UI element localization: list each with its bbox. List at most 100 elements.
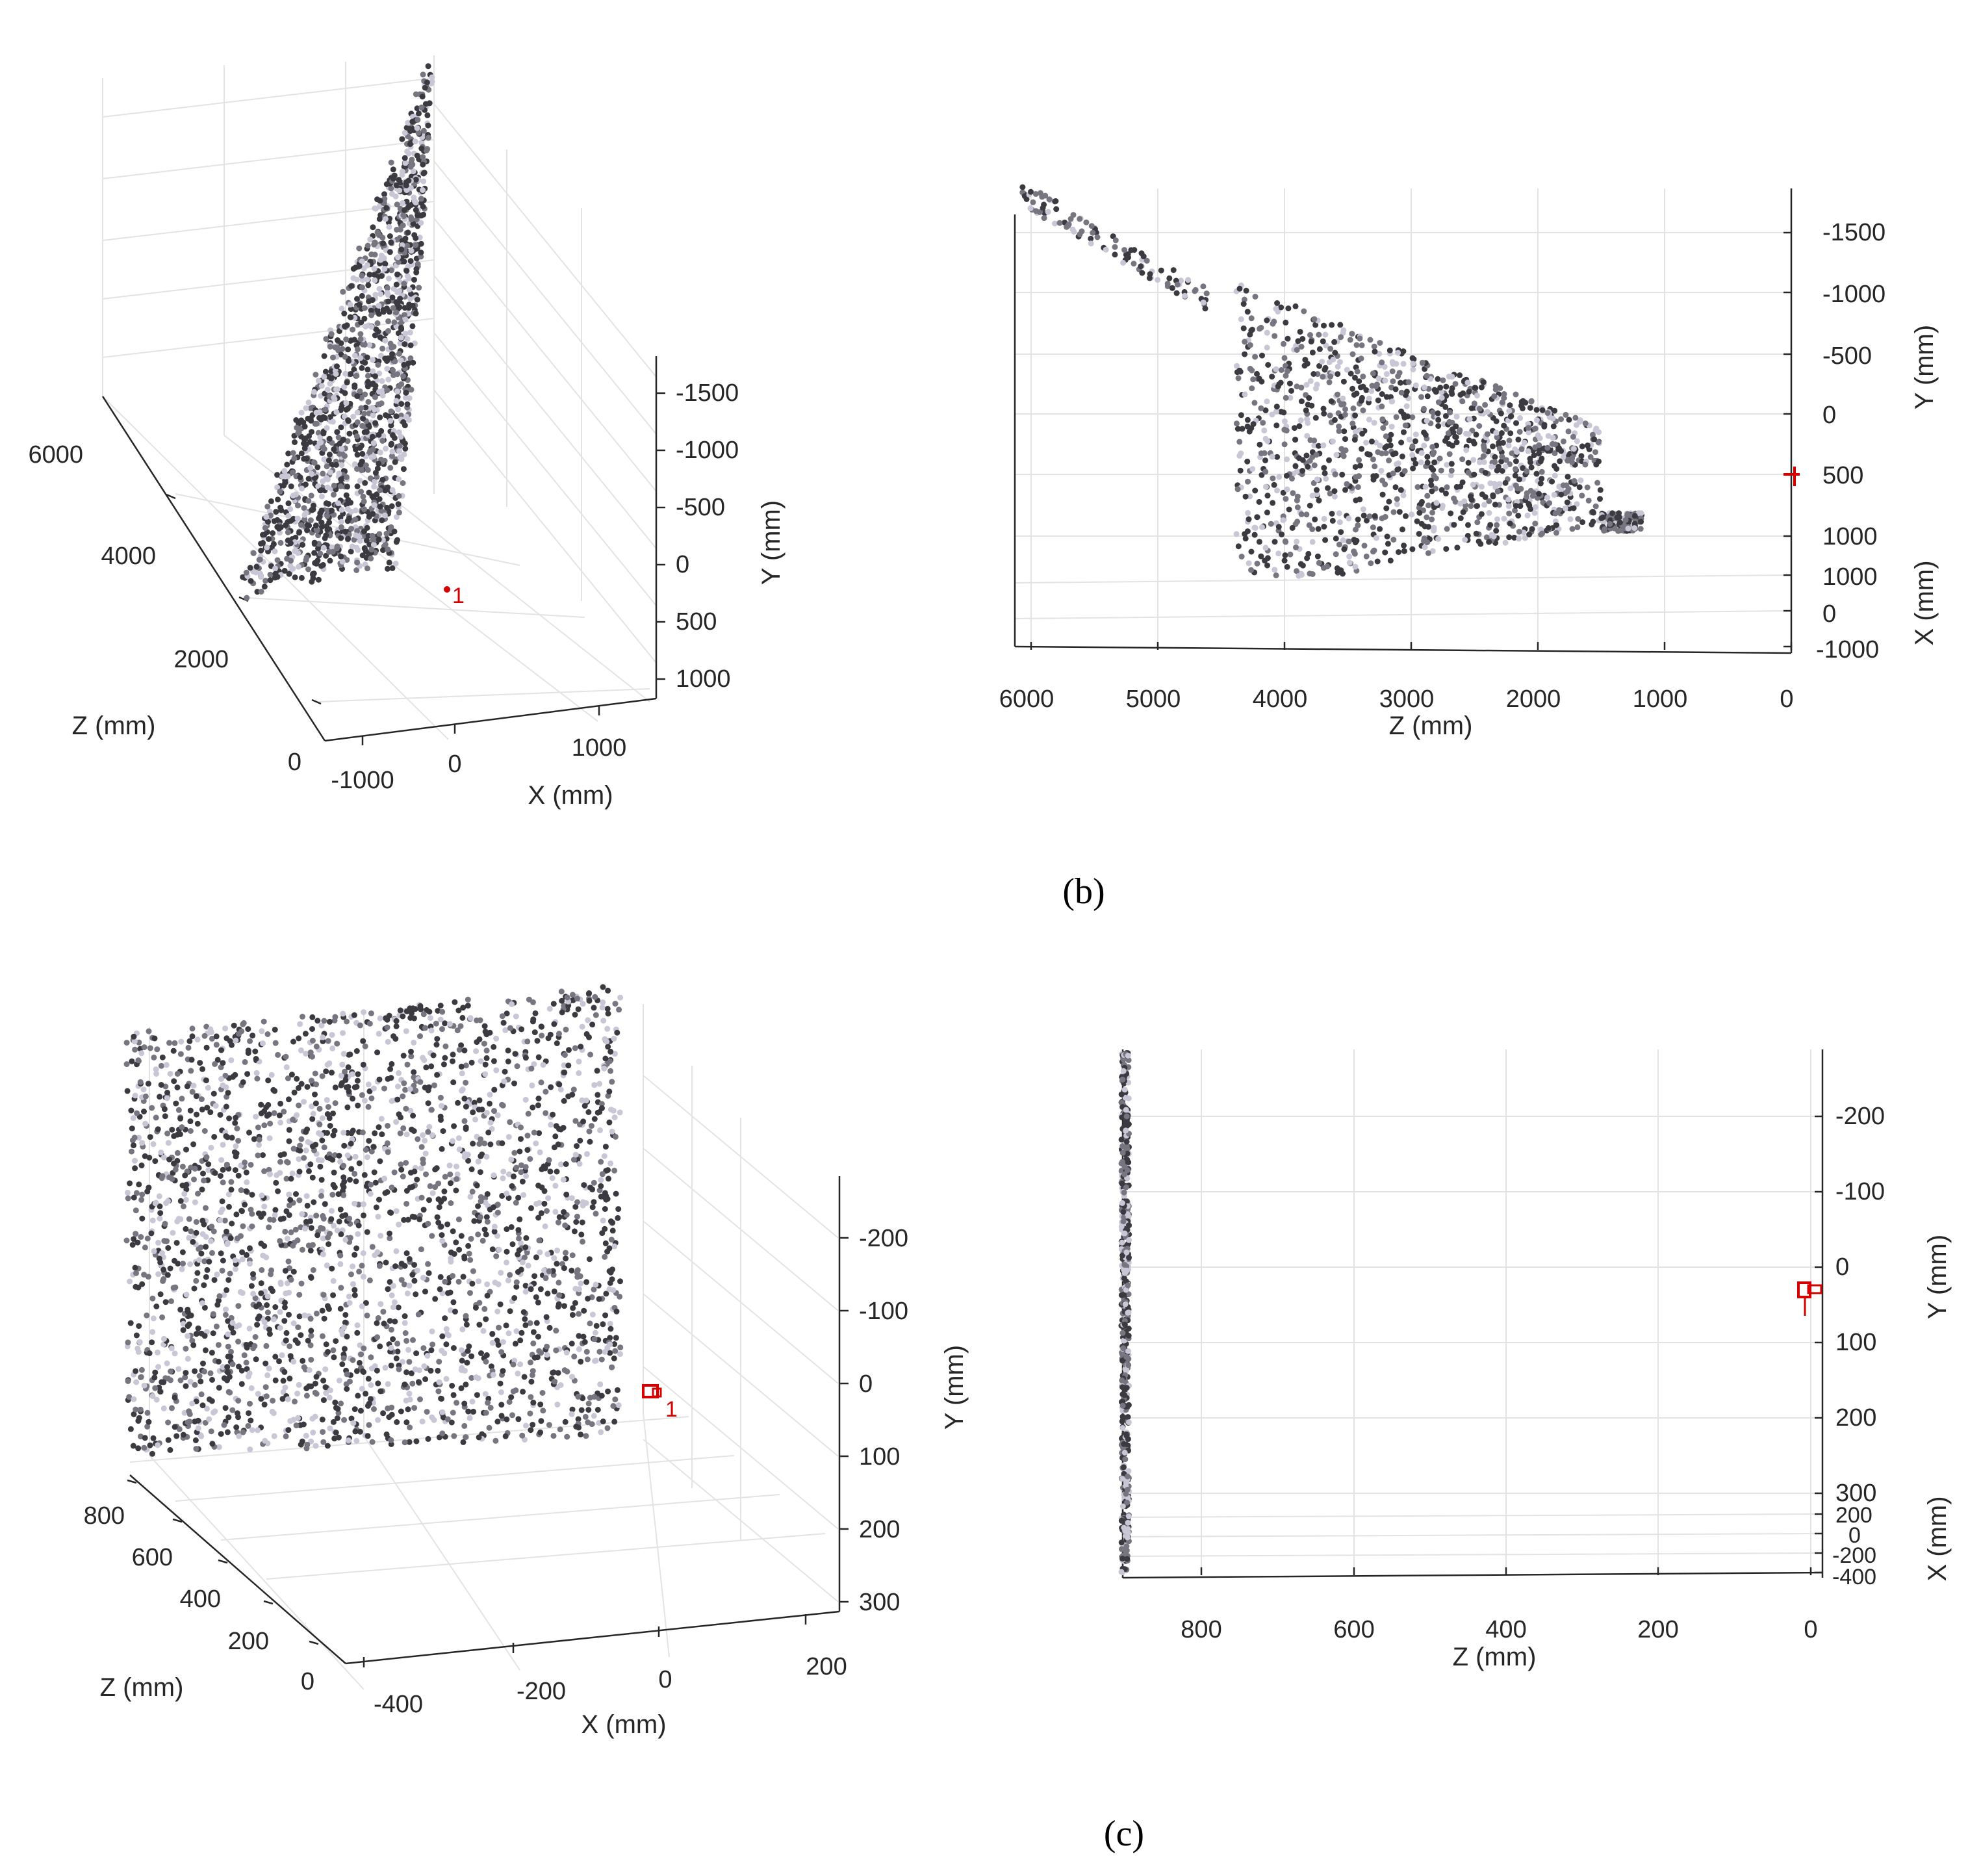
data-point	[214, 1271, 220, 1278]
data-point	[339, 558, 346, 565]
data-point	[344, 379, 350, 386]
data-point	[1473, 530, 1479, 537]
data-point	[497, 1380, 504, 1387]
data-point	[1444, 461, 1450, 468]
data-point	[1251, 524, 1258, 531]
data-point	[1472, 385, 1479, 391]
data-point	[313, 420, 320, 427]
data-point	[450, 1273, 456, 1279]
data-point	[1532, 504, 1539, 510]
data-point	[191, 1285, 198, 1292]
data-point	[1336, 359, 1343, 365]
data-point	[300, 541, 306, 548]
data-point	[583, 1279, 590, 1285]
data-point	[562, 1419, 569, 1425]
data-point	[342, 1077, 349, 1083]
data-point	[1359, 394, 1365, 401]
data-point	[324, 513, 331, 519]
data-point	[1346, 553, 1353, 559]
data-point	[364, 242, 371, 249]
data-point	[336, 470, 342, 477]
data-point	[1557, 458, 1563, 465]
data-point	[1394, 461, 1400, 467]
data-point	[423, 1171, 429, 1177]
data-point	[374, 1334, 381, 1341]
data-point	[402, 1320, 408, 1326]
z-axis-line	[1014, 645, 1792, 654]
data-point	[1284, 486, 1290, 493]
data-point	[328, 331, 335, 337]
data-point	[146, 1185, 152, 1191]
data-point	[403, 389, 409, 396]
data-point	[379, 345, 386, 352]
data-point	[277, 1120, 284, 1125]
data-point	[458, 1233, 465, 1239]
data-point	[320, 1397, 327, 1404]
data-point	[413, 176, 419, 183]
data-point	[1524, 494, 1529, 500]
data-point	[342, 370, 349, 377]
data-point	[1242, 339, 1248, 345]
data-point	[384, 1024, 390, 1031]
data-point	[392, 1318, 398, 1325]
data-point	[1294, 497, 1300, 504]
data-point	[412, 138, 418, 145]
data-point	[1419, 359, 1425, 366]
data-point	[380, 547, 386, 554]
data-point	[324, 484, 331, 491]
data-point	[1271, 482, 1277, 488]
data-point	[266, 1111, 272, 1118]
data-point	[1515, 513, 1522, 519]
data-point	[247, 1245, 253, 1252]
data-point	[1103, 246, 1109, 253]
data-point	[1278, 367, 1284, 373]
data-point	[415, 1379, 422, 1385]
data-point	[350, 1127, 356, 1134]
chart-b-3d-camera-marker: 1	[444, 584, 465, 608]
data-point	[323, 1341, 329, 1348]
data-point	[149, 1329, 156, 1335]
data-point	[1585, 443, 1591, 448]
data-point	[407, 128, 413, 135]
data-point	[611, 1419, 618, 1425]
data-point	[339, 305, 345, 312]
data-point	[232, 1167, 238, 1174]
data-point	[600, 1321, 606, 1328]
grid-line	[266, 1533, 826, 1580]
data-point	[1342, 411, 1348, 418]
data-point	[612, 1133, 619, 1140]
data-point	[357, 537, 363, 544]
data-point	[1443, 383, 1450, 390]
data-point	[596, 1081, 603, 1087]
data-point	[1247, 331, 1253, 338]
data-point	[1433, 500, 1440, 506]
data-point	[1579, 519, 1586, 526]
data-point	[351, 382, 358, 389]
data-point	[1256, 539, 1262, 545]
data-point	[1312, 516, 1318, 522]
data-point	[327, 344, 333, 350]
data-point	[339, 462, 345, 469]
data-point	[1400, 361, 1407, 367]
data-point	[267, 577, 274, 584]
data-point	[395, 254, 402, 261]
data-point	[406, 395, 413, 402]
data-point	[1260, 420, 1266, 426]
data-point	[522, 1254, 528, 1261]
data-point	[321, 1315, 327, 1322]
data-point	[385, 565, 390, 572]
data-point	[1287, 551, 1294, 558]
data-point	[367, 475, 374, 482]
data-point	[1552, 510, 1559, 517]
data-point	[351, 337, 357, 343]
data-point	[611, 1243, 618, 1250]
data-point	[363, 404, 369, 411]
data-point	[1494, 516, 1500, 522]
data-point	[1299, 468, 1306, 474]
data-point	[1367, 337, 1374, 343]
data-point	[1574, 438, 1580, 444]
data-point	[1359, 342, 1365, 348]
data-point	[372, 373, 378, 379]
data-point	[1272, 539, 1278, 545]
data-point	[1453, 423, 1459, 430]
